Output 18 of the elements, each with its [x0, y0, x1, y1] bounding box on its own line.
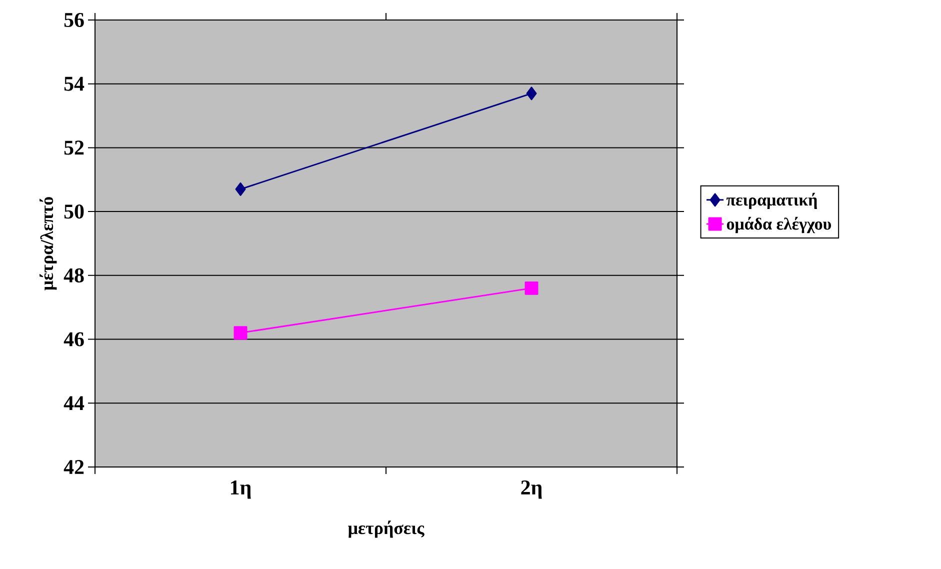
y-tick-label: 52: [64, 140, 84, 155]
y-axis-title: μέτρα/λεπτό: [40, 197, 57, 290]
legend-label: πειραματική: [726, 192, 817, 210]
point: [524, 281, 538, 295]
point: [235, 182, 246, 196]
y-tick-label: 50: [64, 204, 84, 219]
legend-label: ομάδα ελέγχου: [726, 216, 831, 234]
y-tick-label: 48: [64, 268, 84, 282]
x-tick-label: 1η: [231, 480, 251, 499]
point: [526, 86, 537, 100]
x-tick-label: 2η: [521, 480, 542, 499]
y-tick-label: 44: [64, 396, 84, 410]
y-tick-label: 42: [64, 460, 84, 474]
x-axis-title: μετρήσεις: [348, 520, 424, 538]
point: [234, 326, 248, 340]
y-tick-label: 46: [64, 332, 84, 346]
y-tick-label: 54: [64, 76, 84, 91]
y-tick-label: 56: [64, 12, 84, 28]
